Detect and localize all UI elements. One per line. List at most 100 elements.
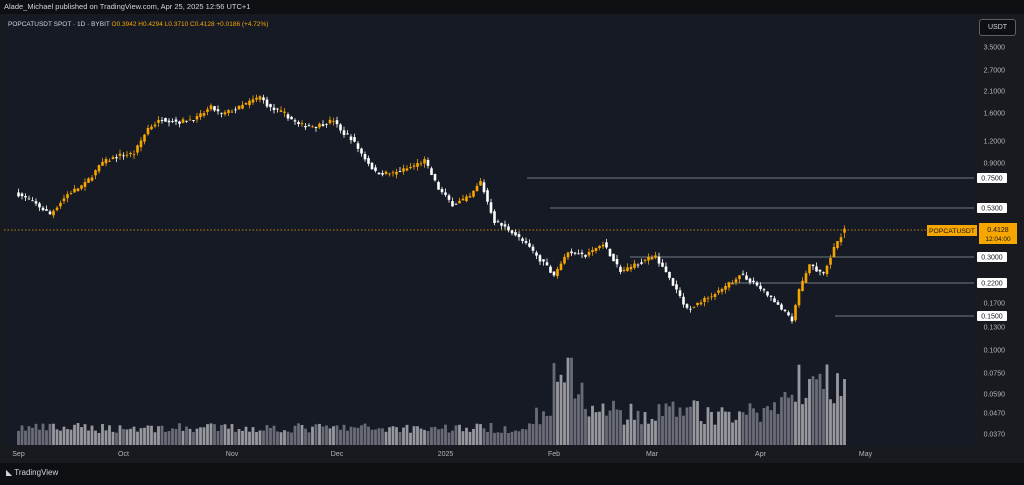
candle-body (535, 252, 538, 256)
volume-bar (699, 421, 703, 445)
candle-body (794, 305, 797, 321)
candle-body (374, 167, 377, 171)
volume-bar (447, 432, 451, 445)
volume-bar (353, 427, 356, 445)
candle-body (549, 266, 552, 273)
volume-bar (717, 411, 720, 445)
volume-bar (269, 427, 272, 445)
legend-change: +0.0186 (+4.72%) (216, 21, 269, 28)
volume-bar (73, 424, 76, 445)
volume-bar (202, 427, 206, 445)
time-tick: Oct (118, 451, 129, 458)
candle-body (55, 207, 59, 211)
candle-body (216, 109, 220, 112)
candle-body (31, 200, 34, 202)
candle-body (503, 224, 507, 227)
volume-bar (801, 404, 804, 445)
volume-bar (745, 414, 748, 445)
volume-bar (720, 407, 724, 445)
volume-bar (136, 431, 139, 445)
volume-bar (706, 407, 710, 445)
candle-body (759, 285, 762, 289)
volume-bar (251, 427, 255, 445)
volume-bar (542, 411, 545, 445)
volume-bar (97, 432, 101, 445)
volume-bar (339, 429, 342, 445)
legend-high: H0.4294 (138, 21, 163, 28)
price-tick: 3.5000 (984, 45, 1006, 52)
candle-body (318, 123, 321, 128)
volume-bar (451, 430, 454, 445)
candle-body (654, 255, 657, 258)
candle-body (27, 198, 31, 200)
volume-bar (661, 415, 664, 445)
candle-body (188, 119, 192, 121)
volume-bar (524, 429, 528, 445)
volume-bar (570, 357, 573, 445)
candle-body (647, 256, 650, 261)
volume-bar (566, 357, 570, 445)
volume-bar (503, 426, 507, 445)
tradingview-icon: ◣ (6, 468, 13, 477)
volume-bar (685, 407, 689, 445)
volume-bar (752, 408, 755, 445)
candle-body (90, 177, 94, 181)
candle-body (73, 188, 76, 193)
candle-body (241, 104, 244, 109)
candle-body (447, 195, 451, 200)
volume-bar (395, 427, 398, 445)
volume-bar (300, 424, 304, 445)
volume-bar (304, 428, 307, 445)
candle-body (111, 157, 115, 160)
candle-body (391, 172, 395, 174)
candle-body (458, 200, 461, 204)
volume-bar (426, 431, 430, 445)
volume-bar (528, 423, 531, 445)
candle-body (20, 193, 24, 197)
volume-bar (755, 412, 759, 445)
volume-bar (804, 397, 808, 445)
candle-body (741, 273, 745, 275)
volume-bar (384, 431, 388, 445)
candle-body (237, 105, 241, 110)
candle-body (829, 258, 832, 265)
volume-bar (391, 426, 395, 445)
candle-body (69, 193, 73, 194)
volume-bar (514, 430, 517, 445)
time-tick: Nov (226, 451, 239, 458)
candle-body (17, 192, 20, 197)
candle-body (836, 241, 839, 248)
volume-bar (836, 373, 839, 445)
candle-body (584, 254, 587, 257)
volume-bar (24, 430, 27, 445)
candle-body (244, 103, 248, 105)
volume-bar (444, 424, 447, 445)
candle-body (398, 171, 402, 172)
currency-button[interactable]: USDT (979, 19, 1016, 36)
volume-bar (489, 423, 493, 445)
price-tick: 0.1000 (984, 348, 1006, 355)
volume-bar (83, 424, 87, 445)
candle-body (129, 152, 132, 155)
candle-body (762, 289, 766, 291)
volume-bar (76, 423, 80, 445)
candle-body (34, 201, 38, 204)
chart-pane[interactable] (4, 16, 974, 446)
volume-bar (248, 431, 251, 445)
volume-bar (34, 423, 38, 445)
candle-body (811, 264, 815, 267)
volume-bar (328, 428, 332, 445)
volume-bar (227, 428, 230, 445)
candle-body (66, 194, 69, 199)
volume-bar (668, 406, 671, 445)
candle-body (157, 119, 160, 123)
volume-bar (647, 423, 650, 445)
volume-bar (727, 411, 731, 445)
candle-body (160, 120, 164, 122)
volume-bar (90, 425, 94, 445)
candle-body (290, 116, 293, 120)
candle-body (451, 201, 454, 207)
volume-bar (321, 426, 325, 445)
volume-bar (724, 411, 727, 445)
